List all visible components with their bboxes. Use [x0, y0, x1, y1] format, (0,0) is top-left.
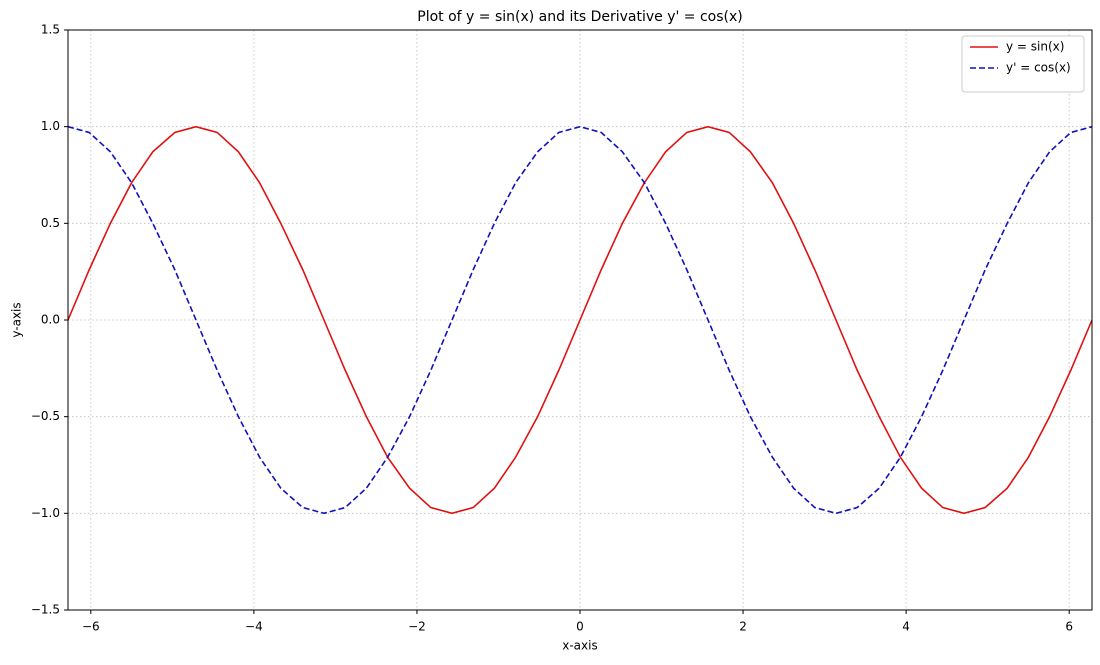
x-tick-label: 0: [576, 620, 584, 634]
y-tick-label: −0.5: [31, 409, 60, 423]
x-tick-label: −2: [408, 620, 426, 634]
legend-label: y' = cos(x): [1006, 61, 1071, 75]
x-tick-label: 4: [902, 620, 910, 634]
x-tick-label: −6: [82, 620, 100, 634]
x-tick-label: 6: [1065, 620, 1073, 634]
y-tick-label: 1.5: [41, 23, 60, 37]
legend-label: y = sin(x): [1006, 40, 1064, 54]
x-tick-label: 2: [739, 620, 747, 634]
plot-frame: [67, 29, 1093, 611]
y-tick-label: −1.5: [31, 603, 60, 617]
y-tick-label: 0.5: [41, 216, 60, 230]
series-line: [67, 125, 1093, 515]
legend-box: [961, 35, 1085, 93]
y-tick-label: 1.0: [41, 119, 60, 133]
x-tick-label: −4: [245, 620, 263, 634]
x-axis-label: x-axis: [562, 639, 597, 653]
chart-title: Plot of y = sin(x) and its Derivative y'…: [417, 9, 743, 25]
y-tick-label: 0.0: [41, 313, 60, 327]
y-axis-label: y-axis: [10, 302, 24, 337]
y-tick-label: −1.0: [31, 506, 60, 520]
series-line: [67, 125, 1093, 515]
